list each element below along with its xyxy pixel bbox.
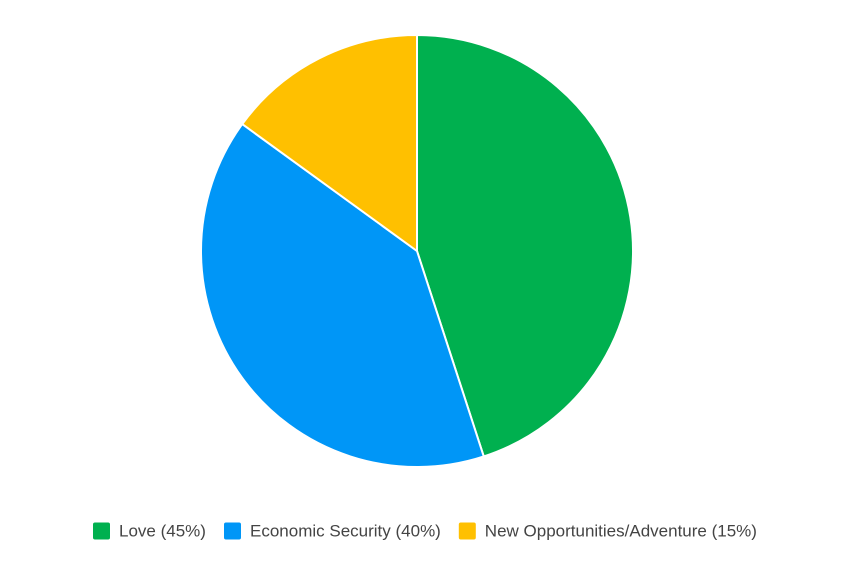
legend-label-1: Love (45%)	[119, 522, 206, 541]
legend: Love (45%) Economic Security (40%) New Opp…	[93, 522, 757, 541]
legend-swatch-2	[224, 522, 241, 540]
legend-swatch-3	[458, 522, 476, 540]
legend-swatch-1	[93, 522, 110, 540]
legend-label-2: Economic Security (40%)	[250, 522, 441, 541]
legend-label-3: New Opportunities/Adventure (15%)	[485, 522, 757, 541]
pie-slice-3	[241, 34, 418, 252]
pie-slice-1	[416, 34, 634, 458]
pie-slice-2	[200, 123, 485, 468]
pie-slices	[200, 34, 634, 468]
